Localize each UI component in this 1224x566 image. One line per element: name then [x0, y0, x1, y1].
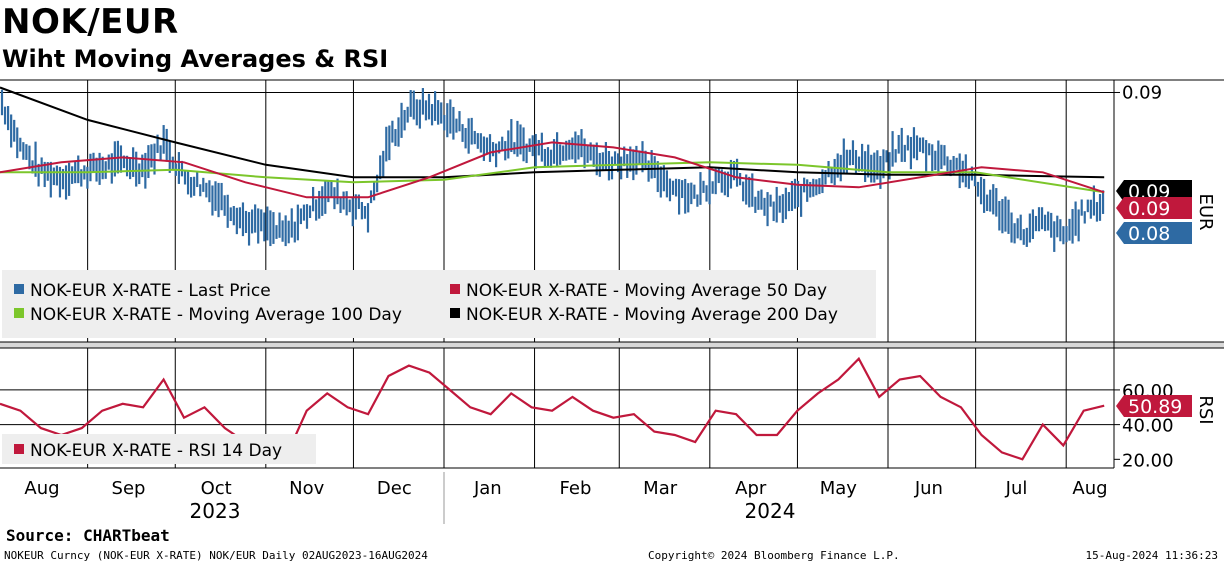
series-layer [0, 86, 1105, 461]
month-label: Oct [201, 478, 232, 499]
price-tag [1116, 222, 1192, 244]
month-label: Apr [735, 478, 767, 499]
month-label: Aug [1072, 478, 1107, 499]
month-label: Sep [112, 478, 146, 499]
rsi-line [0, 356, 1105, 461]
legend-swatch-ma100 [14, 308, 24, 318]
chart-title: NOK/EUR [2, 2, 179, 42]
ma200-tag [1116, 180, 1192, 202]
rsi-ytick-label: 20.00 [1122, 450, 1174, 471]
ma100-line [0, 161, 1105, 194]
price-tag-label: 0.08 [1128, 223, 1170, 245]
price-legend-box [2, 270, 876, 338]
month-label: Jan [473, 478, 502, 499]
legend-label-ma200: NOK-EUR X-RATE - Moving Average 200 Day [466, 305, 838, 325]
chart-subtitle: Wiht Moving Averages & RSI [2, 45, 389, 73]
month-label: May [820, 478, 858, 499]
month-label: Nov [289, 478, 324, 499]
legend-label-ma100: NOK-EUR X-RATE - Moving Average 100 Day [30, 305, 402, 325]
footer-timestamp: 15-Aug-2024 11:36:23 [1085, 549, 1218, 562]
legend-label-rsi: NOK-EUR X-RATE - RSI 14 Day [30, 441, 282, 461]
month-label: Jul [1005, 478, 1028, 499]
ma50-tag [1116, 197, 1192, 219]
ma200-line [0, 86, 1105, 179]
footer-copyright: Copyright© 2024 Bloomberg Finance L.P. [648, 549, 900, 562]
legend-label-ma50: NOK-EUR X-RATE - Moving Average 50 Day [466, 281, 827, 301]
year-label: 2023 [190, 499, 241, 523]
rsi-legend-box [2, 434, 316, 464]
month-label: Mar [643, 478, 678, 499]
month-label: Dec [377, 478, 412, 499]
legend-swatch-ma200 [450, 308, 460, 318]
legend-swatch-price [14, 284, 24, 294]
panel-divider [0, 342, 1224, 348]
price-ytick-label: 0.09 [1122, 82, 1162, 103]
legend-layer: NOK-EUR X-RATE - Last Price NOK-EUR X-RAT… [2, 270, 876, 464]
rsi-ytick-label: 40.00 [1122, 416, 1174, 437]
ma50-tag-label: 0.09 [1128, 198, 1170, 220]
legend-swatch-ma50 [450, 284, 460, 294]
month-label: Jun [914, 478, 943, 499]
rsi-tag [1116, 395, 1192, 417]
legend-label-price: NOK-EUR X-RATE - Last Price [30, 281, 271, 301]
month-label: Feb [560, 478, 592, 499]
month-label: Aug [24, 478, 59, 499]
price-axis-title: EUR [1195, 193, 1216, 230]
axis-layer: 0.0960.0040.0020.00EURRSI0.090.090.0850.… [24, 82, 1216, 524]
footer-ticker-info: NOKEUR Curncy (NOK-EUR X-RATE) NOK/EUR D… [4, 549, 428, 562]
ma50-line [0, 141, 1105, 199]
year-label: 2024 [745, 499, 796, 523]
rsi-tag-label: 50.89 [1128, 396, 1182, 418]
source-note: Source: CHARTbeat [6, 526, 170, 545]
rsi-axis-title: RSI [1195, 395, 1216, 424]
legend-swatch-rsi [14, 444, 24, 454]
